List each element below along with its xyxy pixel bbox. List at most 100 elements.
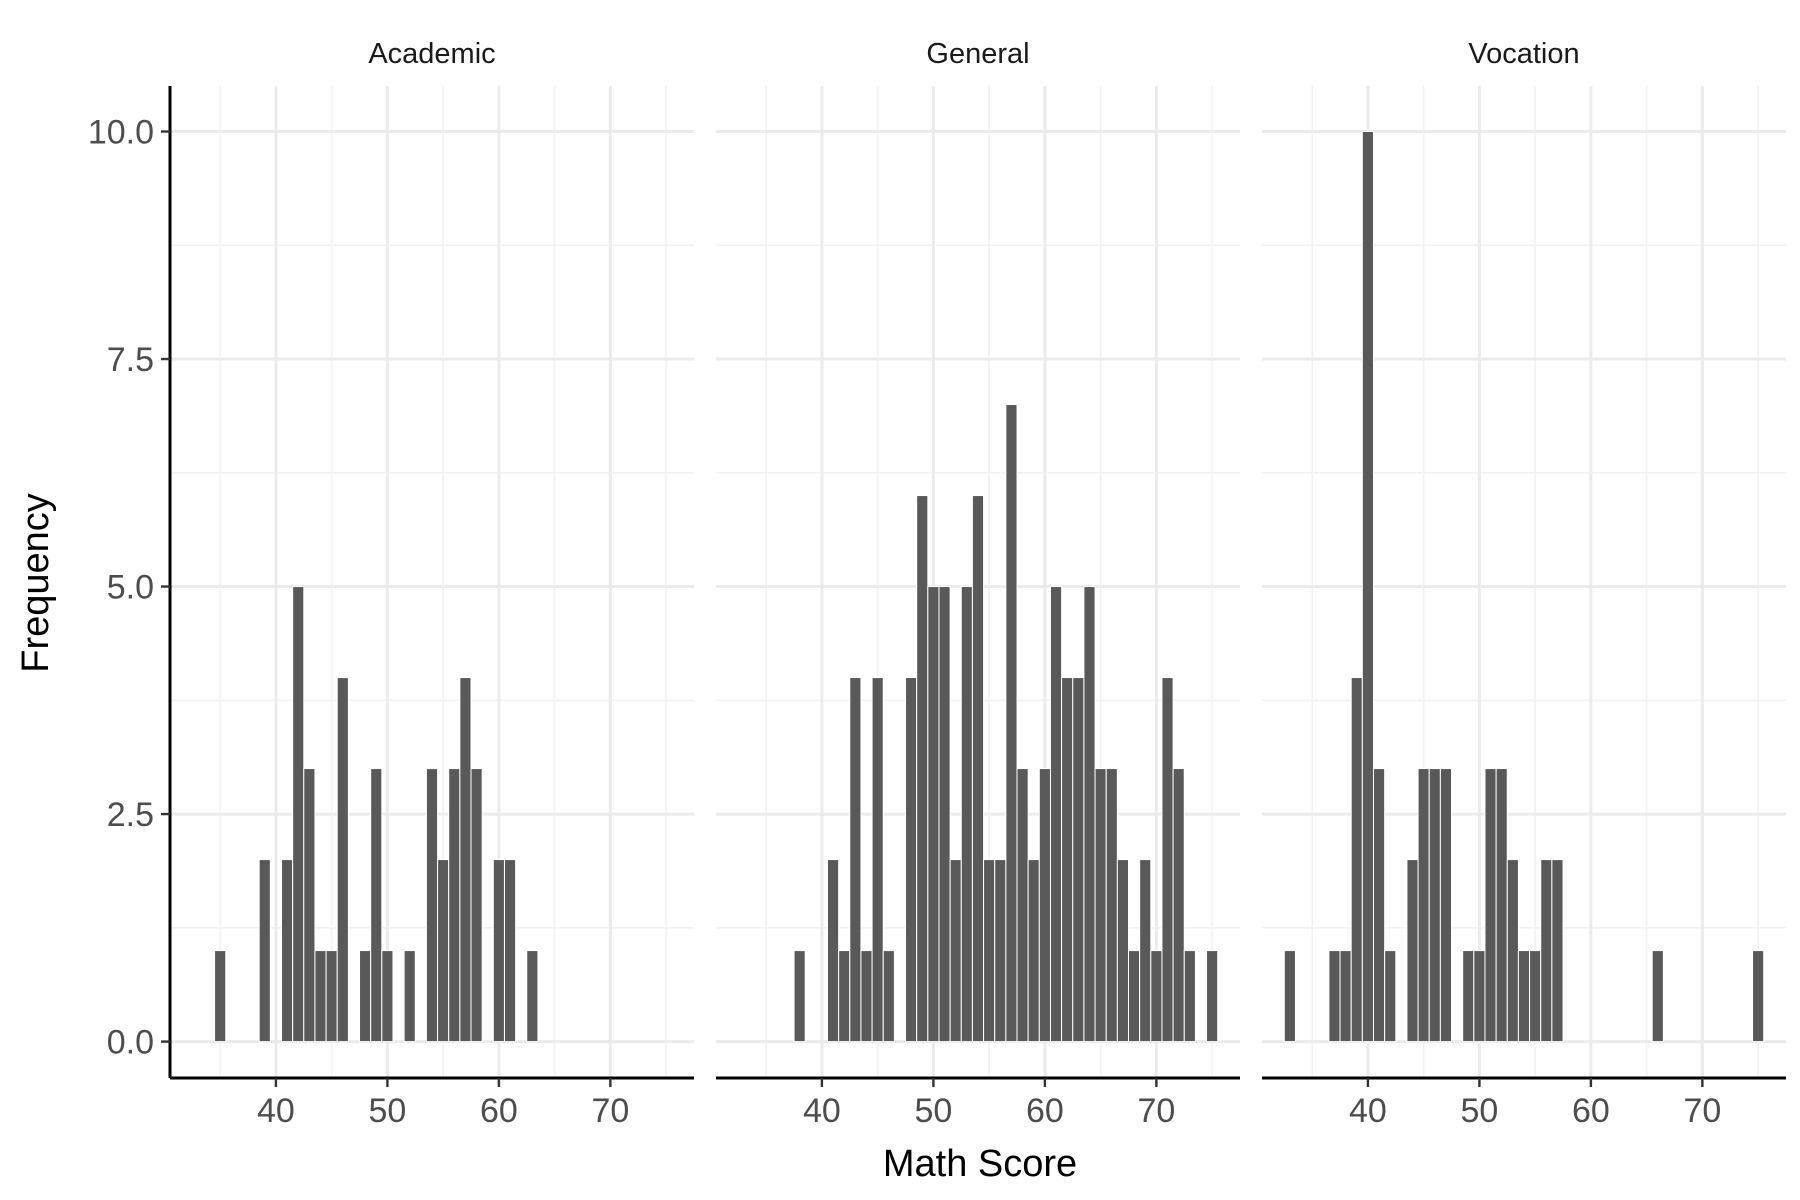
histogram-bar — [292, 586, 305, 1043]
facet-strip-label: General — [926, 38, 1029, 70]
histogram-bar — [448, 768, 461, 1043]
bars-general — [793, 404, 1219, 1043]
histogram-bar — [1083, 586, 1096, 1043]
histogram-bar — [849, 677, 862, 1043]
y-tick-label: 2.5 — [107, 796, 154, 834]
x-tick-label: 70 — [591, 1092, 629, 1130]
panel-general: 40 50 60 70 General — [716, 38, 1240, 1130]
histogram-bar — [882, 950, 895, 1043]
panels-layer: 40 50 60 70 Academic 40 50 60 70 General 40 50 60 70 V… — [170, 38, 1786, 1130]
x-axis-title: Math Score — [883, 1143, 1077, 1185]
histogram-bar — [1350, 677, 1363, 1043]
histogram-bar — [971, 495, 985, 1043]
histogram-bar — [1551, 859, 1564, 1043]
histogram-bar — [1161, 677, 1174, 1043]
panel-academic: 40 50 60 70 Academic — [170, 38, 694, 1130]
histogram-bar — [1105, 768, 1118, 1043]
x-tick-label: 40 — [803, 1092, 841, 1130]
histogram-bar — [838, 950, 851, 1043]
histogram-bar — [1027, 859, 1040, 1043]
histogram-bar — [927, 586, 940, 1043]
histogram-bar — [1752, 950, 1765, 1043]
histogram-bar — [1016, 768, 1029, 1043]
histogram-bar — [258, 859, 271, 1043]
histogram-bar — [1417, 768, 1430, 1043]
histogram-bar — [280, 859, 294, 1043]
y-axis-title: Frequency — [15, 493, 57, 673]
histogram-bar — [1372, 768, 1386, 1043]
histogram-bar — [1038, 768, 1051, 1043]
histogram-bar — [1005, 404, 1018, 1043]
histogram-bar — [983, 859, 996, 1043]
histogram-bar — [1484, 768, 1497, 1043]
histogram-bar — [905, 677, 918, 1043]
y-tick-label: 10.0 — [88, 114, 154, 152]
histogram-bar — [470, 768, 483, 1043]
histogram-bar — [1506, 859, 1519, 1043]
bars-vocation — [1283, 131, 1765, 1043]
histogram-bar — [1172, 768, 1185, 1043]
histogram-bar — [303, 768, 316, 1043]
histogram-bar — [325, 950, 338, 1043]
histogram-bar — [381, 950, 394, 1043]
histogram-bar — [1473, 950, 1486, 1043]
histogram-bar — [994, 859, 1007, 1043]
histogram-bar — [826, 859, 840, 1043]
histogram-bar — [359, 950, 372, 1043]
histogram-bar — [1183, 950, 1196, 1043]
x-tick-label: 60 — [1572, 1092, 1610, 1130]
histogram-bar — [459, 677, 472, 1043]
histogram-bar — [1462, 950, 1475, 1043]
histogram-bar — [916, 495, 929, 1043]
histogram-bar — [860, 950, 873, 1043]
histogram-bar — [214, 950, 227, 1043]
histogram-bar — [1439, 768, 1453, 1043]
histogram-bar — [503, 859, 517, 1043]
histogram-bar — [1540, 859, 1553, 1043]
histogram-bar — [314, 950, 327, 1043]
histogram-bar — [960, 586, 973, 1043]
histogram-bar — [492, 859, 505, 1043]
histogram-bar — [793, 950, 806, 1043]
y-axis: 0.0 2.5 5.0 7.5 10.0 — [88, 86, 172, 1078]
histogram-bar — [437, 859, 450, 1043]
x-tick-label: 60 — [1026, 1092, 1064, 1130]
histogram-bar — [1517, 950, 1531, 1043]
histogram-bar — [1428, 768, 1441, 1043]
histogram-bar — [1061, 677, 1074, 1043]
histogram-bar — [526, 950, 539, 1043]
histogram-bar — [370, 768, 383, 1043]
histogram-bar — [1049, 586, 1063, 1043]
x-tick-label: 50 — [1460, 1092, 1498, 1130]
panel-vocation: 40 50 60 70 Vocation — [1262, 38, 1786, 1130]
histogram-bar — [938, 586, 951, 1043]
histogram-bar — [949, 859, 962, 1043]
y-tick-label: 5.0 — [107, 569, 154, 607]
histogram-bar — [1116, 859, 1130, 1043]
histogram-bar — [1361, 131, 1374, 1043]
histogram-bar — [1339, 950, 1352, 1043]
histogram-bar — [403, 950, 416, 1043]
bars-academic — [214, 586, 539, 1043]
histogram-bar — [1150, 950, 1163, 1043]
x-tick-label: 50 — [368, 1092, 406, 1130]
histogram-bar — [1651, 950, 1664, 1043]
histogram-bar — [1206, 950, 1219, 1043]
histogram-bar — [1128, 950, 1141, 1043]
histogram-bar — [1406, 859, 1419, 1043]
histogram-bar — [1283, 950, 1296, 1043]
x-tick-label: 40 — [1349, 1092, 1387, 1130]
histogram-bar — [1529, 950, 1542, 1043]
x-tick-label: 60 — [480, 1092, 518, 1130]
histogram-bar — [1094, 768, 1107, 1043]
facet-strip-label: Vocation — [1468, 38, 1579, 70]
y-tick-label: 7.5 — [107, 341, 154, 379]
histogram-bar — [871, 677, 884, 1043]
x-tick-label: 70 — [1683, 1092, 1721, 1130]
histogram-bar — [1072, 677, 1085, 1043]
x-tick-label: 40 — [257, 1092, 295, 1130]
histogram-bar — [1495, 768, 1508, 1043]
facet-strip-label: Academic — [368, 38, 495, 70]
